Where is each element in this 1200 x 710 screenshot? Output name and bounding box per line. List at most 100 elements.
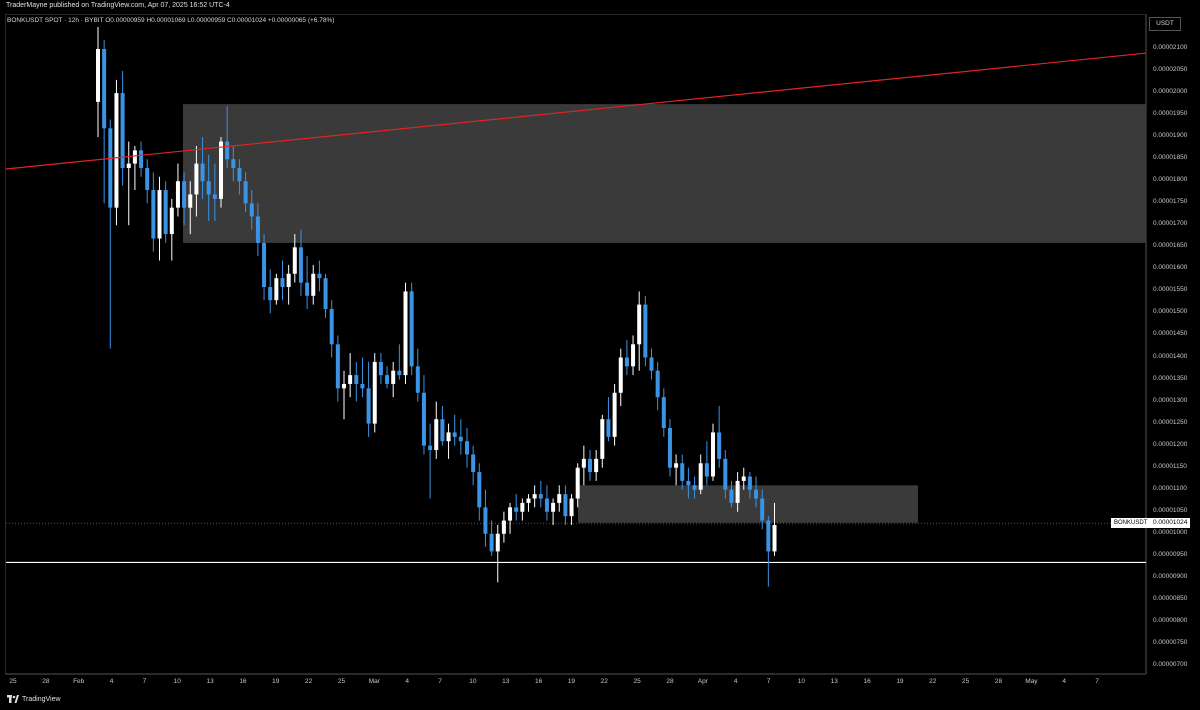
price-tick-label: 0.00001300 — [1153, 396, 1188, 404]
candle-body — [286, 273, 291, 287]
date-tick-label: 13 — [502, 678, 510, 685]
candle-body — [551, 502, 556, 512]
candle-body — [317, 273, 322, 279]
candle-body — [102, 49, 107, 129]
date-tick-label: 25 — [962, 678, 970, 685]
price-tick-label: 0.00001450 — [1153, 330, 1188, 338]
price-tick-label: 0.00000900 — [1153, 572, 1188, 580]
supply-zone — [183, 104, 1147, 243]
candle-body — [704, 463, 709, 477]
candle-body — [139, 150, 144, 168]
candle-body — [760, 498, 765, 521]
candle-body — [292, 247, 297, 274]
candle-body — [348, 375, 353, 384]
candle-body — [526, 498, 531, 503]
candle-body — [342, 383, 346, 389]
price-tick-label: 0.00002050 — [1153, 66, 1188, 74]
date-tick-label: 19 — [896, 678, 904, 685]
price-tick-label: 0.00000700 — [1153, 661, 1188, 668]
date-tick-label: 4 — [733, 678, 738, 685]
candle-body — [501, 520, 506, 534]
date-tick-label: 7 — [438, 678, 442, 685]
price-tick-label: 0.00001650 — [1153, 242, 1188, 250]
price-axis[interactable]: 0.00002100 0.00002050 0.00002000 0.00001950… — [1146, 14, 1200, 674]
candle-body — [225, 141, 230, 160]
candle-body — [588, 458, 592, 473]
current-price-tag: 0.00001024 — [1150, 518, 1191, 528]
date-tick-label: 28 — [42, 678, 50, 685]
price-plot-area[interactable] — [5, 14, 1147, 674]
candle-body — [219, 141, 223, 199]
price-tick-label: 0.00001850 — [1153, 154, 1188, 162]
date-tick-label: 19 — [567, 678, 576, 685]
date-tick-label: Mar — [368, 678, 380, 685]
date-tick-label: 7 — [766, 678, 771, 685]
tradingview-logo-icon — [7, 695, 19, 703]
candle-body — [188, 194, 193, 208]
candle-body — [305, 282, 310, 296]
time-axis[interactable]: 25 28 Feb 4 7 10 13 16 19 22 25 Mar 4 7 10 13 16 19 22 25 28… — [5, 674, 1146, 692]
price-tick-label: 0.00000950 — [1153, 550, 1188, 558]
date-tick-label: 10 — [173, 678, 181, 685]
candle-body — [711, 432, 715, 477]
candle-body — [175, 181, 180, 208]
candle-body — [465, 441, 469, 455]
date-tick-label: 22 — [600, 678, 608, 685]
candle-body — [532, 494, 537, 499]
date-tick-label: 25 — [9, 678, 17, 685]
candle-body — [686, 480, 691, 486]
price-tick-label: 0.00000800 — [1153, 616, 1188, 624]
price-tick-label: 0.00001400 — [1153, 352, 1188, 360]
candle-body — [698, 463, 703, 490]
date-tick-label: 10 — [469, 678, 477, 685]
symbol-ohlc-legend: BONKUSDT SPOT · 12h · BYBIT O0.00000959 … — [7, 17, 335, 24]
candle-body — [741, 476, 746, 481]
candle-body — [612, 392, 617, 437]
candle-body — [581, 458, 586, 468]
candle-body — [735, 480, 740, 503]
candle-body — [631, 344, 636, 367]
candle-body — [409, 291, 414, 367]
symbol-price-tag: BONKUSDT — [1111, 518, 1151, 528]
date-tick-label: 13 — [830, 678, 838, 685]
date-tick-label: 4 — [109, 678, 114, 685]
candle-body — [729, 489, 734, 503]
candle-body — [255, 216, 260, 243]
price-tick-label: 0.00001150 — [1153, 462, 1187, 470]
candle-body — [446, 432, 451, 442]
candle-body — [280, 278, 285, 287]
price-tick-label: 0.00001100 — [1153, 484, 1187, 492]
candle-body — [200, 163, 205, 182]
candle-body — [415, 366, 420, 393]
candle-body — [643, 304, 648, 358]
candle-body — [329, 309, 334, 345]
tradingview-branding[interactable]: TradingView — [7, 695, 61, 703]
candle-body — [354, 375, 359, 384]
candle-body — [508, 507, 513, 521]
trendline — [6, 52, 1147, 170]
candle-body — [169, 207, 174, 235]
candle-body — [378, 361, 383, 376]
candle-body — [452, 432, 457, 437]
candle-body — [667, 428, 672, 468]
price-tick-label: 0.00001750 — [1153, 198, 1188, 206]
candle-body — [717, 432, 722, 459]
candle-body — [440, 419, 445, 442]
candle-body — [298, 247, 303, 283]
date-tick-label: 25 — [337, 678, 346, 685]
candle-body — [563, 494, 568, 517]
candle-body — [366, 388, 371, 424]
currency-selector[interactable]: USDT — [1149, 17, 1181, 31]
candle-body — [145, 167, 150, 191]
candle-body — [655, 370, 660, 398]
candle-body — [766, 520, 771, 552]
candle-body — [495, 533, 500, 552]
candle-body — [397, 370, 402, 376]
candle-body — [182, 181, 187, 208]
date-tick-label: 28 — [994, 678, 1003, 685]
price-tick-label: 0.00001550 — [1153, 286, 1188, 294]
date-tick-label: May — [1025, 678, 1038, 685]
date-tick-label: 10 — [797, 678, 806, 685]
candle-body — [575, 467, 580, 499]
